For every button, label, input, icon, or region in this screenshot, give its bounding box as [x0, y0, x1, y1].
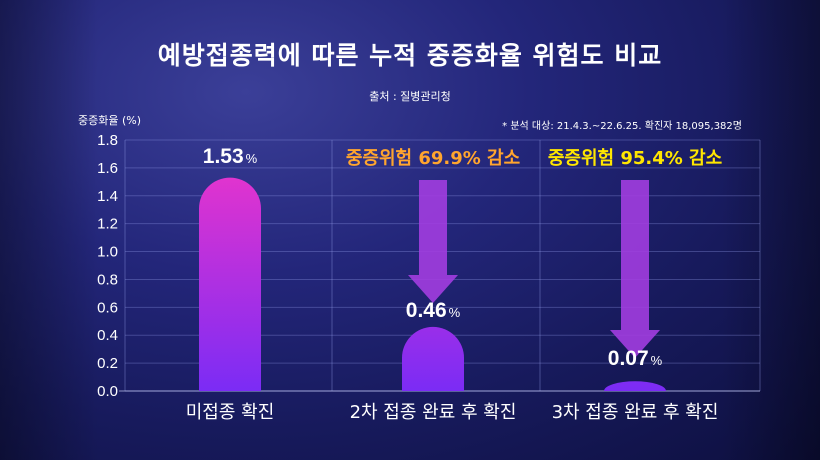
y-tick-label: 1.8: [97, 132, 118, 149]
y-tick-label: 1.6: [97, 160, 118, 177]
reduction-arrows: [408, 180, 660, 358]
y-tick-label: 1.4: [97, 188, 118, 205]
bar: [604, 381, 666, 391]
reduction-label: 중증위험 69.9% 감소: [346, 147, 520, 169]
value-unit: %: [449, 305, 461, 320]
data-labels: 1.53 %0.46 %0.07 %중증위험 69.9% 감소 중증위험 95.4% 감…: [186, 145, 722, 423]
y-tick-label: 0.0: [97, 383, 118, 400]
value-number: 0.07: [608, 347, 649, 370]
chart-source: 출처 : 질병관리청: [369, 90, 451, 103]
chart-note: * 분석 대상: 21.4.3.~22.6.25. 확진자 18,095,382…: [502, 121, 742, 132]
y-axis: 1.8 1.6 1.4 1.2 1.0 0.8 0.6 0.4 0.2 0.0 중증화율 (%): [78, 114, 141, 400]
bars: [198, 177, 666, 391]
category-label: 미접종 확진: [186, 402, 275, 423]
value-number: 0.46: [406, 299, 447, 322]
y-axis-label: 중증화율 (%): [78, 114, 141, 127]
chart-title: 예방접종력에 따른 누적 중증화율 위험도 비교: [157, 41, 663, 70]
y-tick-label: 0.2: [97, 355, 118, 372]
bar: [402, 326, 464, 391]
value-unit: %: [651, 353, 663, 368]
value-unit: %: [246, 151, 258, 166]
reduction-arrow: [408, 180, 458, 303]
reduction-arrow: [610, 180, 660, 358]
bar: [198, 177, 261, 391]
category-label: 2차 접종 완료 후 확진: [350, 402, 517, 423]
value-label: 0.07%: [608, 347, 663, 370]
category-label: 3차 접종 완료 후 확진: [552, 402, 719, 423]
value-label: 0.46%: [406, 299, 461, 322]
y-tick-label: 0.6: [97, 299, 118, 316]
y-tick-label: 1.2: [97, 216, 118, 233]
value-number: 1.53: [203, 145, 244, 168]
y-tick-label: 1.0: [97, 244, 118, 261]
y-tick-label: 0.8: [97, 271, 118, 288]
reduction-label: 중증위험 95.4% 감소: [548, 147, 722, 169]
value-label: 1.53%: [203, 145, 258, 168]
y-tick-label: 0.4: [97, 327, 118, 344]
